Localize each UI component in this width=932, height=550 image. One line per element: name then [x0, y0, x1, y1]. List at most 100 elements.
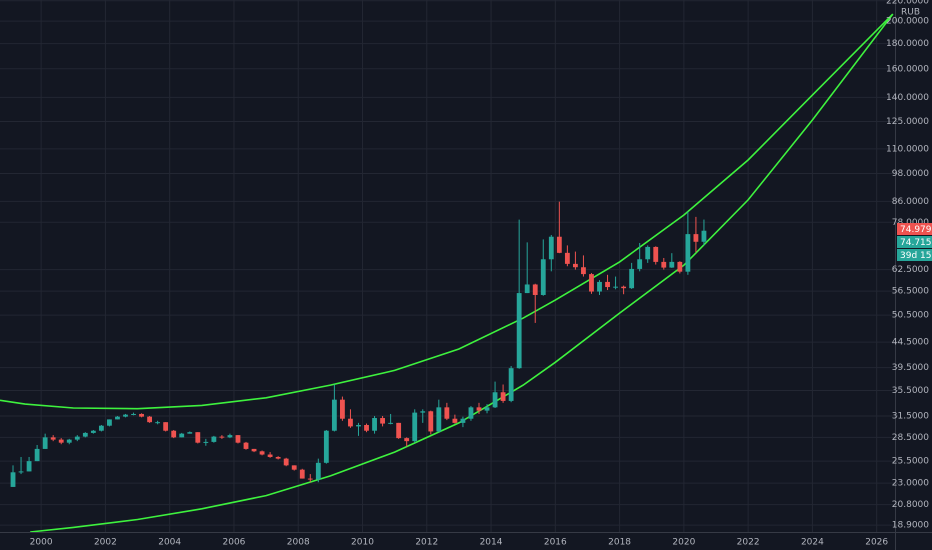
candle-body	[677, 261, 683, 272]
candle-body	[155, 422, 161, 424]
x-tick-label: 2006	[223, 538, 246, 548]
candle-body	[548, 236, 554, 260]
candle-body	[34, 448, 40, 462]
candle-body	[283, 458, 289, 466]
candle-body	[516, 293, 522, 369]
candle-body	[115, 416, 120, 420]
candle-body	[299, 469, 305, 479]
y-tick-label: 140.0000	[886, 93, 929, 103]
candle-body	[10, 472, 16, 487]
last-price: 74.9792	[900, 225, 932, 235]
candle-body	[307, 478, 313, 480]
y-tick-label: 50.5000	[892, 311, 929, 321]
grid	[0, 0, 895, 532]
candle-body	[572, 263, 578, 268]
candle-body	[621, 286, 627, 289]
candles	[10, 201, 707, 487]
candle-body	[436, 407, 442, 432]
candle-body	[685, 234, 691, 272]
y-tick-label: 110.0000	[886, 144, 929, 154]
candle-body	[227, 435, 233, 438]
candle-body	[637, 259, 643, 269]
candle-body	[388, 422, 394, 424]
candle-body	[468, 407, 474, 419]
countdown: 39d 15h	[900, 251, 932, 261]
candle-body	[564, 252, 570, 264]
candle-body	[693, 234, 699, 242]
candle-body	[492, 392, 498, 408]
candle-body	[460, 418, 466, 423]
candle-body	[315, 462, 321, 480]
candle-body	[613, 286, 618, 288]
y-tick-label: 20.8000	[892, 500, 929, 510]
candle-body	[163, 422, 169, 431]
candle-body	[444, 407, 450, 419]
candle-body	[508, 368, 514, 401]
y-tick-label: 78.0000	[892, 218, 929, 228]
candle-body	[581, 267, 586, 275]
candle-body	[107, 419, 112, 426]
candle-body	[219, 436, 225, 438]
candle-body	[645, 246, 651, 260]
candle-body	[18, 471, 24, 473]
x-tick-label: 2008	[287, 538, 310, 548]
candle-body	[331, 399, 337, 431]
candle-body	[701, 230, 707, 242]
y-tick-label: 23.0000	[892, 479, 929, 489]
axis-unit: RUB	[901, 8, 920, 18]
trend-curve	[30, 13, 894, 533]
candle-body	[211, 436, 217, 442]
candle-body	[661, 261, 667, 268]
y-tick-label: 180.0000	[886, 39, 929, 49]
candle-body	[348, 418, 353, 427]
candle-body	[98, 425, 104, 431]
candle-body	[428, 411, 434, 432]
candle-body	[540, 259, 546, 295]
candle-body	[42, 437, 48, 449]
y-tick-label: 160.0000	[886, 64, 929, 74]
candle-body	[412, 412, 418, 442]
candle-body	[251, 448, 257, 452]
y-tick-label: 39.5000	[892, 363, 929, 373]
candle-body	[323, 430, 329, 463]
y-tick-label: 35.5000	[892, 386, 929, 396]
candle-body	[340, 399, 345, 419]
candle-body	[139, 413, 144, 417]
prev-price: 74.7156	[900, 238, 932, 248]
candle-body	[50, 437, 56, 440]
candle-body	[195, 432, 201, 443]
countdown-tag	[897, 249, 932, 261]
candle-body	[123, 414, 128, 417]
candle-body	[74, 436, 80, 440]
last-price-tag	[897, 223, 932, 235]
y-tick-label: 220.0000	[886, 0, 929, 6]
y-tick-label: 200.0000	[886, 17, 929, 27]
candle-body	[356, 424, 361, 427]
y-tick-label: 62.5000	[892, 265, 929, 275]
candle-body	[524, 284, 530, 294]
candle-body	[259, 451, 265, 455]
y-tick-label: 98.0000	[892, 169, 929, 179]
x-tick-label: 2016	[544, 538, 567, 548]
candle-body	[532, 284, 538, 295]
candle-body	[484, 407, 490, 411]
x-tick-label: 2004	[158, 538, 181, 548]
candle-body	[147, 416, 153, 423]
x-tick-label: 2000	[30, 538, 53, 548]
candle-body	[58, 439, 64, 443]
candle-body	[653, 246, 659, 262]
y-tick-label: 86.0000	[892, 197, 929, 207]
candle-body	[605, 281, 610, 288]
candle-body	[452, 418, 458, 423]
axes: 2000 2002 2004 2006 2008 2010 2012 2014 2016 2018…	[30, 0, 930, 548]
candle-body	[275, 456, 281, 459]
candle-body	[26, 461, 32, 472]
x-tick-label: 2010	[351, 538, 374, 548]
x-tick-label: 2022	[737, 538, 760, 548]
curves	[0, 13, 894, 533]
candle-body	[82, 432, 88, 437]
y-tick-label: 56.5000	[892, 287, 929, 297]
y-tick-label: 31.5000	[892, 411, 929, 421]
